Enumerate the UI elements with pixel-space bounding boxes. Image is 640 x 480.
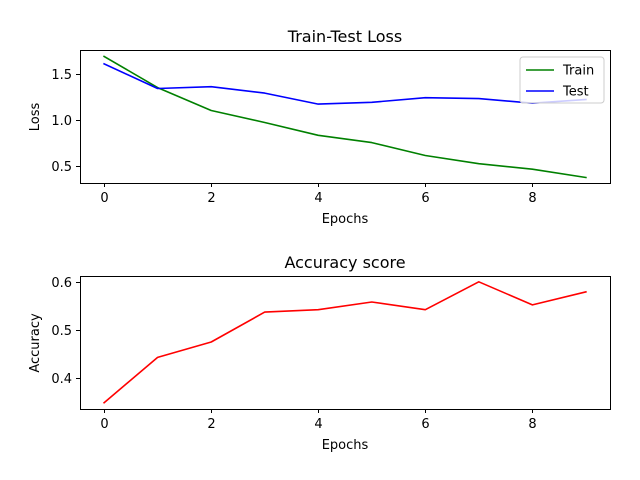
- accuracy-y-tick-label: 0.5: [51, 324, 72, 339]
- loss-y-tick-label: 1.5: [51, 68, 72, 83]
- loss-series-train-line: [103, 55, 587, 179]
- loss-x-tick-label: 0: [100, 191, 108, 206]
- loss-x-tick-label: 4: [314, 191, 322, 206]
- accuracy-chart-title: Accuracy score: [284, 253, 405, 272]
- accuracy-chart: Accuracy score Epochs Accuracy 0 2 4 6 80.40…: [28, 253, 611, 453]
- loss-plot-frame: [80, 50, 611, 184]
- loss-series-test-line: [103, 62, 587, 105]
- loss-x-axis-label: Epochs: [322, 212, 369, 227]
- accuracy-y-tick-label: 0.4: [51, 372, 72, 387]
- accuracy-x-tick-label: 0: [100, 417, 108, 432]
- loss-legend: Train Test: [519, 56, 605, 104]
- accuracy-axis-ticks: 0 2 4 6 8 0.4 0.5 0.6: [51, 276, 536, 432]
- accuracy-x-axis-label: Epochs: [322, 438, 369, 453]
- accuracy-series-lines: [102, 280, 587, 404]
- loss-y-tick-label: 0.5: [51, 160, 72, 175]
- accuracy-y-tick-label: 0.6: [51, 276, 72, 291]
- loss-series-lines: [103, 55, 587, 179]
- legend-label-train: Train: [562, 64, 594, 79]
- accuracy-x-tick-label: 4: [314, 417, 322, 432]
- accuracy-x-tick-label: 2: [207, 417, 215, 432]
- accuracy-x-tick-label: 8: [528, 417, 536, 432]
- accuracy-series-accuracy-line: [102, 280, 587, 404]
- loss-chart: Train-Test Loss Epochs Loss 0 2 4 6 8 0.5 1.0 1…: [28, 27, 611, 227]
- accuracy-y-axis-label: Accuracy: [28, 313, 43, 373]
- accuracy-x-tick-label: 6: [421, 417, 429, 432]
- loss-x-tick-label: 2: [207, 191, 215, 206]
- legend-label-test: Test: [562, 85, 589, 100]
- loss-y-axis-label: Loss: [28, 103, 43, 132]
- loss-axis-ticks: 0 2 4 6 8 0.5 1.0 1.5: [51, 68, 536, 206]
- loss-x-tick-label: 8: [528, 191, 536, 206]
- accuracy-plot-frame: [80, 276, 611, 410]
- loss-chart-title: Train-Test Loss: [287, 27, 402, 46]
- loss-x-tick-label: 6: [421, 191, 429, 206]
- loss-y-tick-label: 1.0: [51, 114, 72, 129]
